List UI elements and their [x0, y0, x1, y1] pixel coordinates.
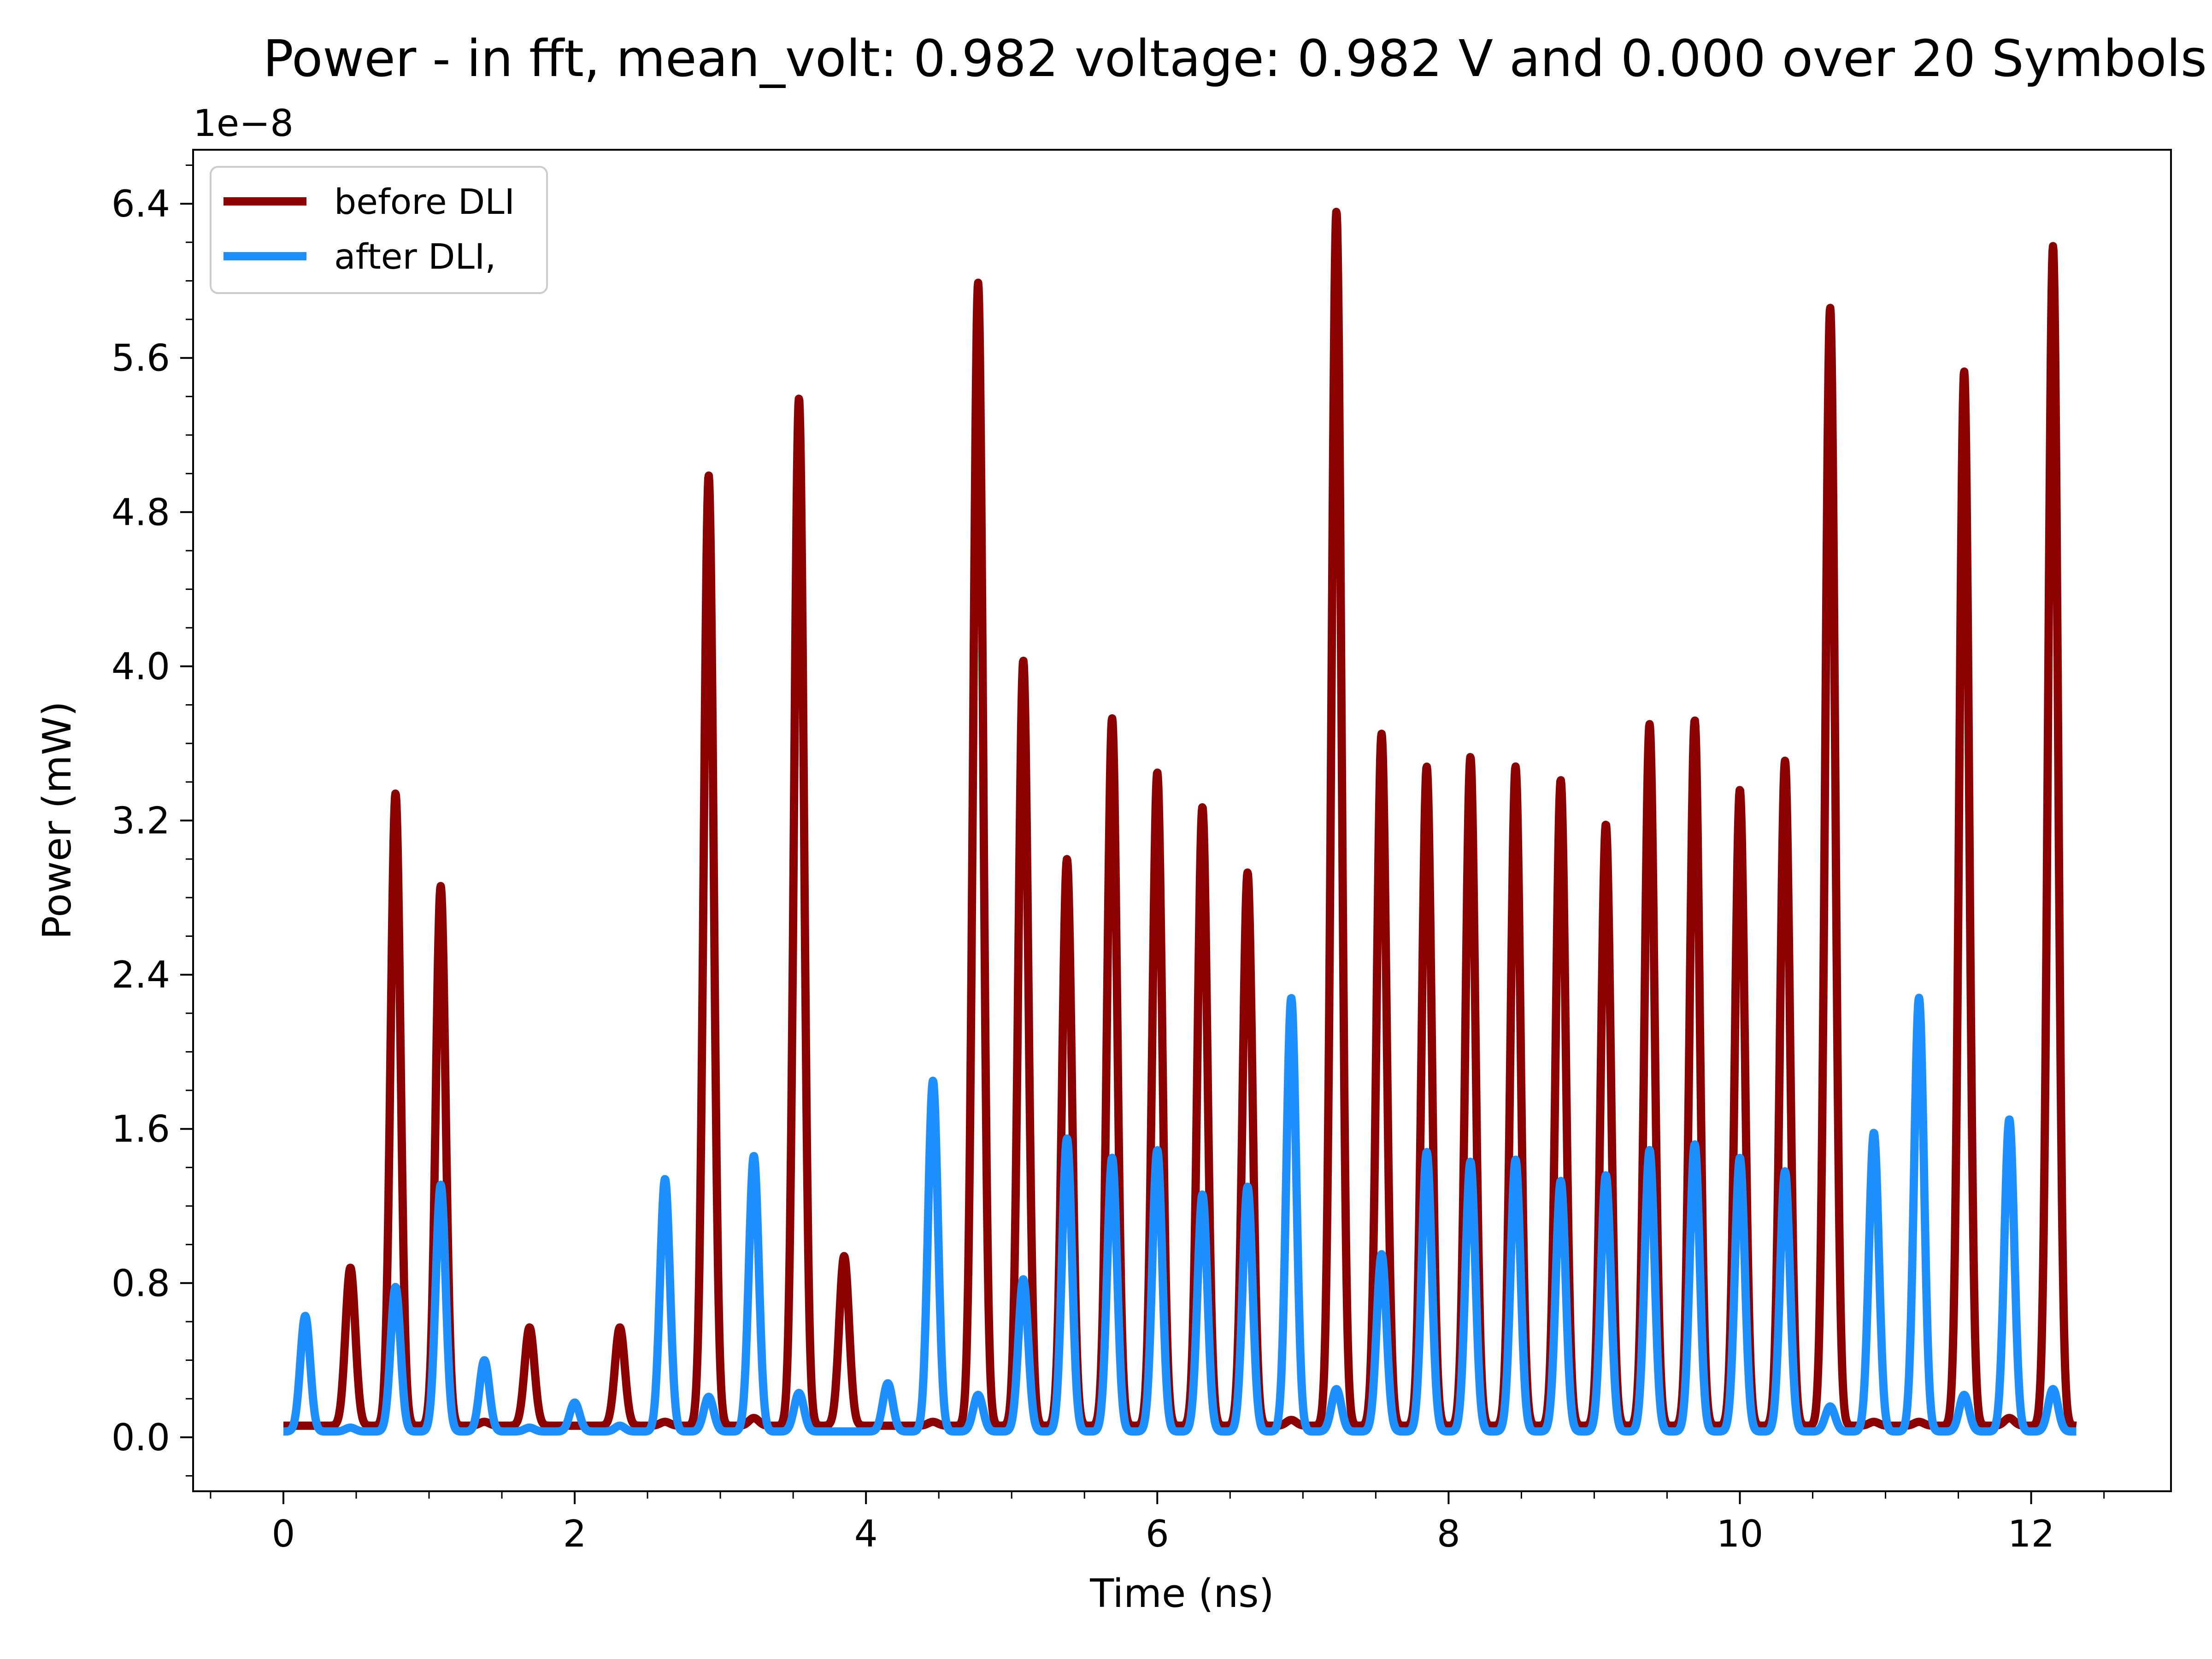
x-tick-label: 12	[2008, 1512, 2055, 1555]
y-tick-label: 4.8	[112, 491, 170, 534]
series-line-after-dli	[279, 994, 2080, 1436]
y-axis-label: Power (mW)	[35, 701, 80, 939]
y-tick-label: 5.6	[112, 337, 170, 380]
x-axis: 0 2 4 6 8 10 12	[210, 1491, 2105, 1555]
y-tick-label: 0.0	[112, 1416, 170, 1459]
x-axis-label: Time (ns)	[1089, 1571, 1274, 1617]
y-tick-label: 3.2	[112, 800, 170, 842]
legend: before DLI after DLI,	[210, 166, 548, 294]
x-tick-label: 10	[1717, 1512, 1764, 1555]
y-tick-label: 6.4	[112, 182, 170, 225]
y-tick-label: 0.8	[112, 1262, 170, 1305]
x-tick-label: 0	[271, 1512, 295, 1555]
y-tick-label: 1.6	[112, 1108, 170, 1151]
x-tick-label: 2	[563, 1512, 587, 1555]
plot-background	[193, 150, 2171, 1491]
legend-label-before-dli: before DLI	[334, 181, 515, 222]
x-tick-label: 6	[1146, 1512, 1169, 1555]
y-tick-label: 4.0	[112, 645, 170, 688]
y-axis: 0.0 0.8 1.6 2.4 3.2 4.0 4.8 5.6 6.4	[112, 164, 193, 1477]
chart-title: Power - in fft, mean_volt: 0.982 voltage…	[263, 29, 2207, 88]
legend-label-after-dli: after DLI,	[334, 236, 496, 277]
y-offset-label: 1e−8	[193, 102, 294, 145]
x-tick-label: 4	[854, 1512, 878, 1555]
y-tick-label: 2.4	[112, 953, 170, 996]
x-tick-label: 8	[1437, 1512, 1460, 1555]
series-layer	[279, 207, 2080, 1436]
